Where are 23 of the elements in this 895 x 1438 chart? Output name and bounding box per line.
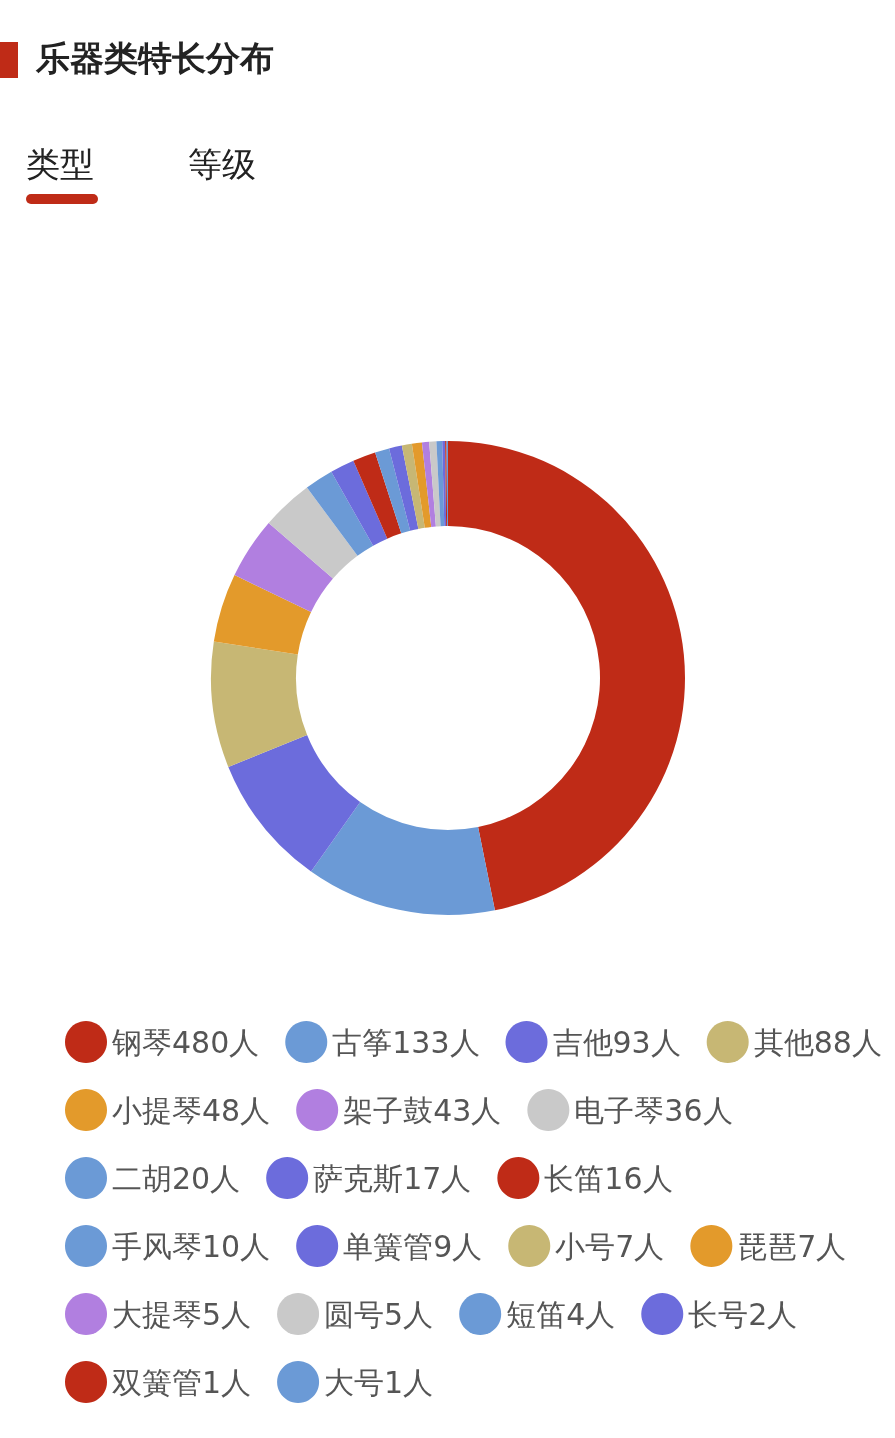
legend-label: 二胡20人 bbox=[112, 1160, 241, 1196]
legend-label: 长号2人 bbox=[688, 1296, 798, 1332]
legend-label: 圆号5人 bbox=[324, 1296, 434, 1332]
legend-label: 吉他93人 bbox=[552, 1024, 681, 1060]
text: 等级 bbox=[188, 143, 256, 186]
legend-label: 手风琴10人 bbox=[112, 1228, 271, 1264]
legend-label: 钢琴480人 bbox=[111, 1024, 260, 1060]
legend-label: 琵琶7人 bbox=[737, 1228, 847, 1264]
chart-title: 乐器类特长分布 bbox=[36, 37, 274, 80]
legend-label: 萨克斯17人 bbox=[313, 1160, 472, 1196]
legend-label: 其他88人 bbox=[753, 1024, 882, 1060]
legend-label: 电子琴36人 bbox=[574, 1092, 733, 1128]
legend-label: 单簧管9人 bbox=[343, 1228, 483, 1264]
legend-label: 架子鼓43人 bbox=[343, 1092, 502, 1128]
legend-label: 双簧管1人 bbox=[112, 1364, 252, 1400]
legend-label: 短笛4人 bbox=[506, 1296, 616, 1332]
text: 类型 bbox=[26, 143, 94, 186]
legend-label: 大号1人 bbox=[324, 1364, 434, 1400]
legend-label: 小号7人 bbox=[555, 1228, 665, 1264]
legend-label: 小提琴48人 bbox=[112, 1092, 271, 1128]
legend-label: 长笛16人 bbox=[544, 1160, 673, 1196]
legend-label: 大提琴5人 bbox=[112, 1296, 252, 1332]
legend-label: 古筝133人 bbox=[332, 1024, 480, 1060]
